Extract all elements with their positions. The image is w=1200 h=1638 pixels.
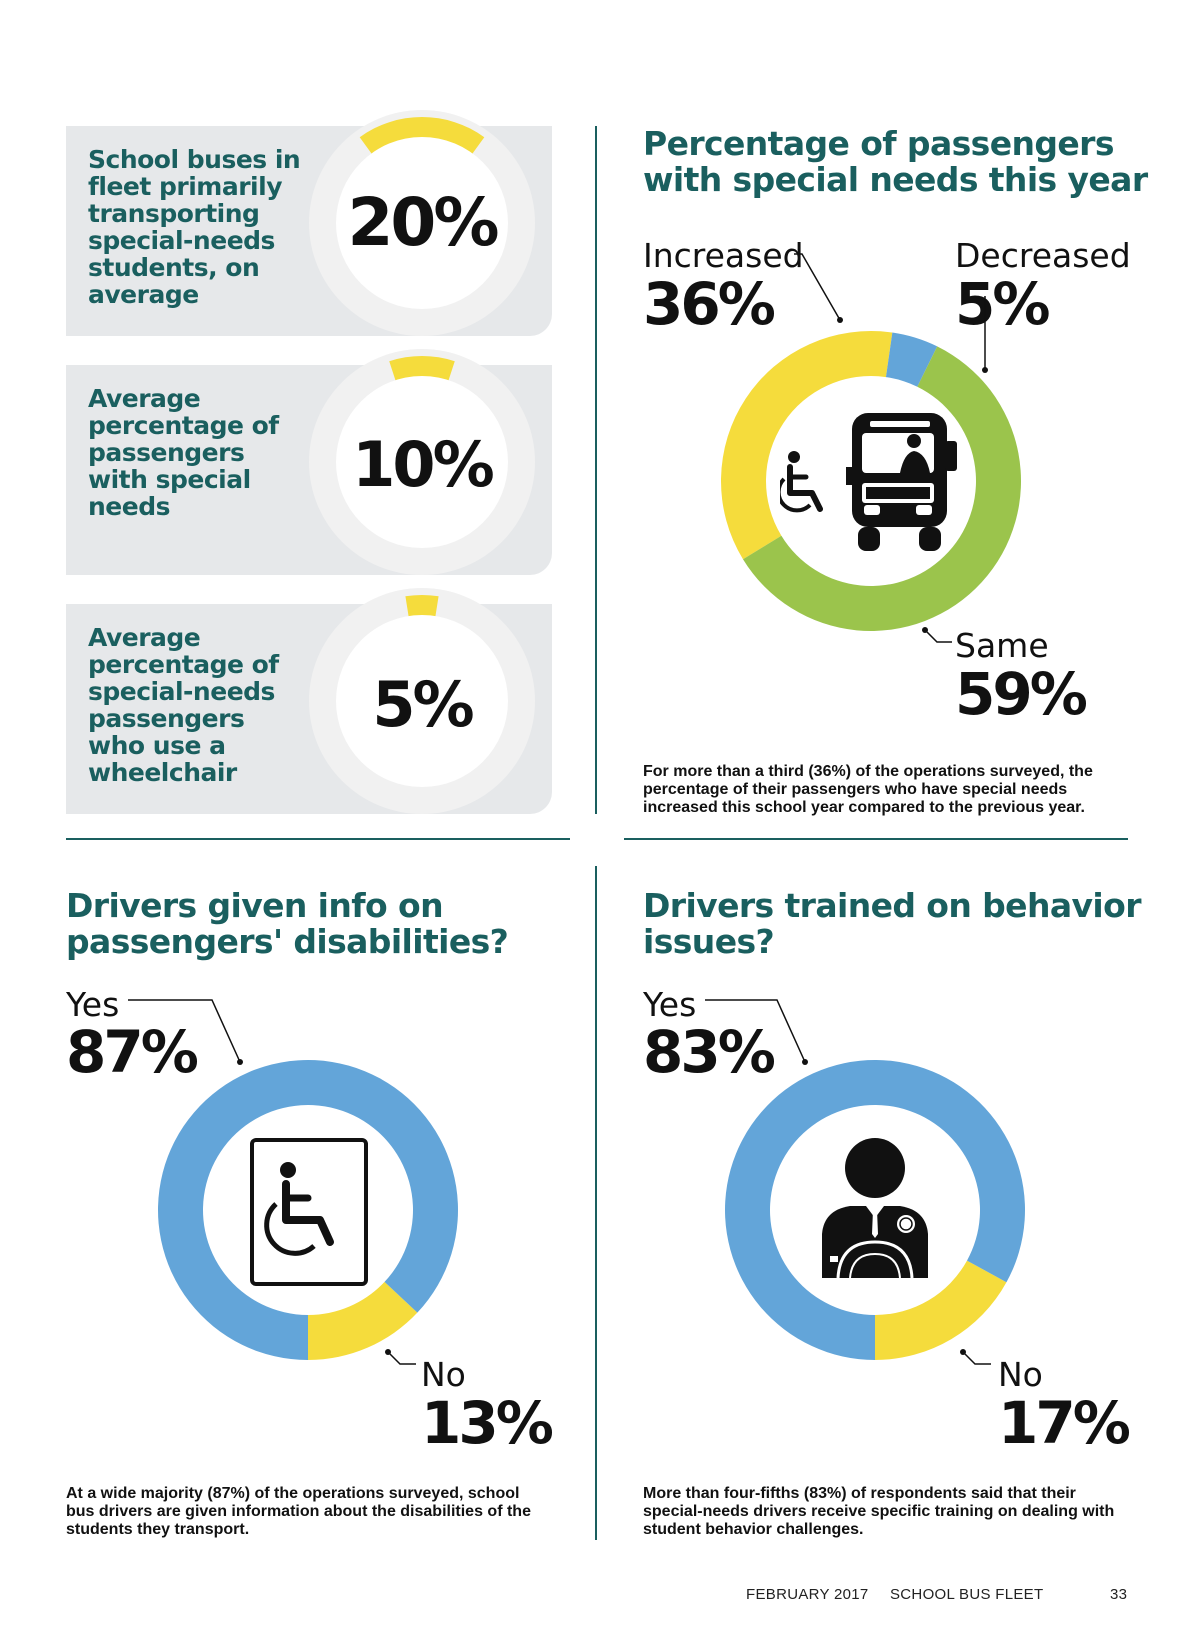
decreased-value: 5% [955, 270, 1051, 338]
info-caption: At a wide majority (87%) of the operatio… [66, 1485, 531, 1538]
gauge-value: 20% [347, 184, 500, 261]
wheelchair-sign-icon [250, 1138, 368, 1286]
gauge-ring [309, 110, 535, 336]
gauge-inner-disc [336, 615, 508, 787]
vertical-divider-bottom [595, 866, 597, 1540]
training-yes-label: Yes [643, 985, 697, 1024]
info-yes-label: Yes [66, 985, 120, 1024]
training-donut [725, 1060, 1025, 1360]
gauge-ring [309, 588, 535, 814]
training-yes-value: 83% [643, 1018, 776, 1086]
gauge-2: 10% [307, 347, 537, 577]
training-chart-title: Drivers trained on behavior issues? [643, 886, 1141, 961]
info-yes-value: 87% [66, 1018, 199, 1086]
driver-icon [822, 1138, 928, 1278]
gauge-inner-disc [336, 137, 508, 309]
gauge-inner-disc [336, 376, 508, 548]
training-no-label: No [998, 1355, 1043, 1394]
donut-slice-no [308, 1281, 418, 1360]
footer-publication: SCHOOL BUS FLEET [890, 1586, 1044, 1603]
horizontal-divider-left [66, 838, 570, 840]
footer-date: FEBRUARY 2017 [746, 1586, 869, 1603]
gauge-ring [309, 349, 535, 575]
passengers-chart-title: Percentage of passengers with special ne… [643, 124, 1148, 199]
stat-label: School buses in fleet primarily transpor… [88, 145, 301, 309]
horizontal-divider-right [624, 838, 1128, 840]
donut-slice-yes [725, 1060, 1025, 1360]
increased-value: 36% [643, 270, 776, 338]
info-donut [158, 1060, 459, 1360]
passengers-caption: For more than a third (36%) of the opera… [643, 763, 1093, 816]
info-no-value: 13% [421, 1389, 554, 1457]
donut-slice-decreased [885, 332, 938, 387]
gauge-value: 10% [352, 428, 494, 501]
gauge-3: 5% [307, 586, 537, 816]
info-chart-title: Drivers given info on passengers' disabi… [66, 886, 509, 961]
gauge-1: 20% [307, 108, 537, 338]
stat-label: Average percentage of passengers with sp… [88, 384, 279, 521]
training-caption: More than four-fifths (83%) of responden… [643, 1485, 1115, 1538]
decreased-label: Decreased [955, 236, 1131, 275]
same-label: Same [955, 626, 1049, 665]
stat-label: Average percentage of special-needs pass… [88, 623, 279, 787]
same-value: 59% [955, 660, 1088, 728]
passengers-donut [721, 331, 1022, 632]
passengers-leader-lines [794, 253, 988, 643]
footer-page-number: 33 [1110, 1586, 1128, 1603]
info-no-label: No [421, 1355, 466, 1394]
training-leader-lines [705, 999, 991, 1365]
donut-slice-yes [158, 1060, 459, 1360]
info-leader-lines [128, 999, 416, 1365]
donut-slice-no [875, 1260, 1007, 1360]
increased-label: Increased [643, 236, 804, 275]
gauge-value: 5% [372, 668, 474, 741]
training-no-value: 17% [998, 1389, 1131, 1457]
donut-slice-same [742, 346, 1022, 632]
donut-slice-increased [721, 331, 893, 560]
school-bus-icon [780, 413, 957, 551]
vertical-divider-top [595, 126, 597, 814]
